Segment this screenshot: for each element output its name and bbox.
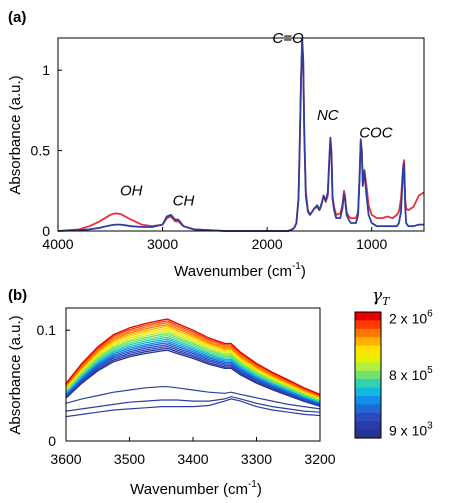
colorbar-band	[355, 370, 381, 380]
panel-b-label: (b)	[8, 287, 27, 304]
colorbar-band	[355, 337, 381, 347]
colorbar-band	[355, 345, 381, 355]
panel-b-xlabel-close: )	[257, 481, 262, 498]
panel-b-series-line-14	[65, 344, 321, 405]
panel-b-axes-box	[65, 307, 321, 442]
colorbar-band	[355, 396, 381, 405]
panel-a-ytick-label: 0.5	[31, 143, 51, 159]
panel-a-xlabel-sup: -1	[292, 261, 301, 272]
panel-a-label: (a)	[8, 9, 26, 26]
panel-a-annotation: OH	[120, 183, 143, 200]
colorbar-band	[355, 379, 381, 389]
panel-a-chart: 4000 3000 2000 1000 0 0.5 1 OH CH C=O NC COC Absor…	[7, 30, 425, 280]
panel-b-series-line-15	[65, 345, 321, 406]
panel-b-series-line-17	[65, 349, 321, 407]
panel-b-series-line-9	[65, 334, 321, 402]
panel-b-series-line-2	[65, 322, 321, 397]
panel-b-series-line-4	[65, 325, 321, 398]
panel-b-xlabel-sup: -1	[248, 479, 257, 490]
panel-b-xtick-label: 3200	[304, 451, 335, 467]
colorbar-band	[355, 354, 381, 363]
panel-b-ytick-label: 0.1	[37, 322, 57, 338]
colorbar-frame	[354, 311, 382, 439]
colorbar-band	[355, 328, 381, 338]
panel-b-series-line-5	[65, 327, 321, 399]
colorbar-band	[355, 421, 381, 431]
panel-b-series-line-11	[65, 338, 321, 403]
colorbar-band	[355, 404, 381, 414]
colorbar: γT 2 x 106 8 x 105 9 x 103	[354, 286, 433, 439]
panel-a-xtick-label: 2000	[252, 236, 283, 252]
panel-a-series-line-1	[57, 37, 424, 232]
panel-b-series-line-10	[65, 336, 321, 403]
panel-b-xtick-label: 3400	[177, 451, 208, 467]
panel-b-chart: 3600 3500 3400 3300 3200 0 0.1 Absorbance (a.u…	[7, 307, 336, 498]
panel-b-xtick-label: 3600	[50, 451, 81, 467]
colorbar-band	[355, 429, 381, 439]
colorbar-tick-label: 2 x 106	[389, 308, 433, 326]
colorbar-band	[355, 320, 381, 330]
panel-a-annotation: C=O	[272, 30, 304, 47]
panel-b-series-line-3	[65, 323, 321, 398]
panel-a-xlabel-close: )	[301, 263, 306, 280]
panel-b-series-line-6	[65, 329, 321, 400]
panel-b-low-series-line-0	[65, 386, 321, 410]
colorbar-title: γT	[372, 286, 391, 308]
panel-a-xlabel-text: Wavenumber (cm	[174, 263, 292, 280]
panel-b-ylabel: Absorbance (a.u.)	[7, 315, 24, 434]
colorbar-band	[355, 362, 381, 372]
colorbar-tick-label: 8 x 105	[389, 365, 433, 383]
panel-a-annotation: CH	[173, 192, 195, 209]
colorbar-title-symbol: γ	[372, 286, 383, 306]
panel-b-series-line-16	[65, 347, 321, 407]
panel-a-xtick-label: 3000	[147, 236, 178, 252]
panel-b-series-line-8	[65, 333, 321, 401]
colorbar-band	[355, 412, 381, 422]
panel-a-xtick-label: 4000	[42, 236, 73, 252]
panel-b-xtick-label: 3500	[114, 451, 145, 467]
colorbar-band	[355, 312, 381, 321]
panel-b-low-series-line-2	[65, 398, 321, 418]
panel-b-series-line-0	[65, 318, 321, 396]
panel-b-xtick-label: 3300	[241, 451, 272, 467]
colorbar-band	[355, 387, 381, 397]
panel-b-series-line-13	[65, 342, 321, 405]
panel-a-ytick-label: 0	[42, 223, 50, 239]
panel-b-ytick-label: 0	[48, 433, 56, 449]
panel-a-xtick-label: 1000	[356, 236, 387, 252]
panel-a-ytick-label: 1	[42, 62, 50, 78]
panel-a-ylabel: Absorbance (a.u.)	[7, 75, 24, 194]
colorbar-tick-label: 9 x 103	[389, 420, 433, 438]
panel-b-xlabel-text: Wavenumber (cm	[130, 481, 248, 498]
panel-b-series-line-1	[65, 320, 321, 396]
panel-b-series-line-12	[65, 340, 321, 404]
colorbar-title-sub: T	[382, 295, 391, 308]
panel-a-axes-box	[57, 37, 425, 232]
panel-a-annotation: COC	[359, 125, 393, 142]
panel-b-xlabel: Wavenumber (cm-1)	[130, 479, 262, 498]
panel-b-series-line-7	[65, 331, 321, 400]
panel-a-annotation: NC	[317, 107, 339, 124]
panel-b-low-series-line-1	[65, 396, 321, 413]
panel-a-xlabel: Wavenumber (cm-1)	[174, 261, 306, 280]
